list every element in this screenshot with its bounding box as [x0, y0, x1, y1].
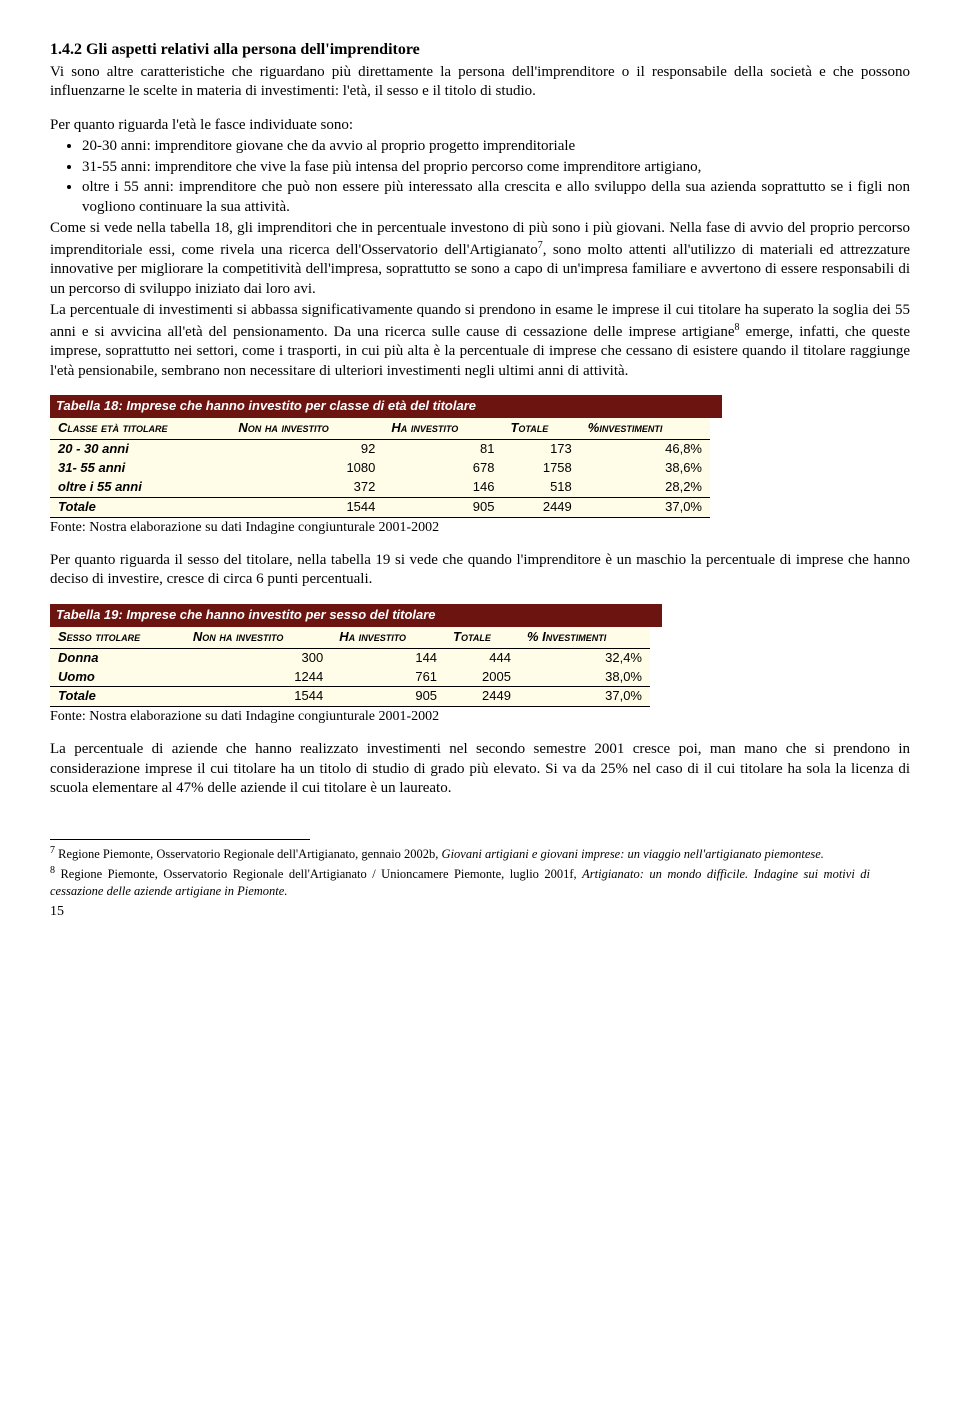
footnote-8: 8 Regione Piemonte, Osservatorio Regiona… — [50, 864, 870, 899]
list-item: 20-30 anni: imprenditore giovane che da … — [82, 137, 910, 157]
col-header: Ha investito — [331, 627, 445, 648]
footnotes: 7 Regione Piemonte, Osservatorio Regiona… — [50, 844, 870, 899]
table-row: oltre i 55 anni 372 146 518 28,2% — [50, 478, 710, 497]
table-row: 31- 55 anni 1080 678 1758 38,6% — [50, 459, 710, 478]
paragraph-age-intro: Per quanto riguarda l'età le fasce indiv… — [50, 116, 910, 136]
age-bullet-list: 20-30 anni: imprenditore giovane che da … — [50, 137, 910, 217]
paragraph-analysis-young: Come si vede nella tabella 18, gli impre… — [50, 219, 910, 299]
paragraph-analysis-old: La percentuale di investimenti si abbass… — [50, 301, 910, 381]
table-row: Donna 300 144 444 32,4% — [50, 648, 650, 667]
page-number: 15 — [50, 903, 910, 921]
col-header: % Investimenti — [519, 627, 650, 648]
col-header: Totale — [445, 627, 519, 648]
table-18: Classe età titolare Non ha investito Ha … — [50, 418, 710, 517]
table-row-total: Totale 1544 905 2449 37,0% — [50, 687, 650, 707]
table-19-title: Tabella 19: Imprese che hanno investito … — [50, 604, 662, 627]
col-header: Non ha investito — [230, 418, 383, 439]
col-header: Non ha investito — [185, 627, 331, 648]
section-number: 1.4.2 — [50, 41, 82, 58]
table-18-title: Tabella 18: Imprese che hanno investito … — [50, 395, 722, 418]
table-19: Sesso titolare Non ha investito Ha inves… — [50, 627, 650, 708]
section-title-text: Gli aspetti relativi alla persona dell'i… — [86, 41, 420, 58]
list-item: 31-55 anni: imprenditore che vive la fas… — [82, 158, 910, 178]
paragraph-sex: Per quanto riguarda il sesso del titolar… — [50, 551, 910, 590]
col-header: %investimenti — [580, 418, 710, 439]
paragraph-education: La percentuale di aziende che hanno real… — [50, 740, 910, 799]
paragraph-intro: Vi sono altre caratteristiche che riguar… — [50, 63, 910, 102]
col-header: Classe età titolare — [50, 418, 230, 439]
col-header: Ha investito — [383, 418, 502, 439]
table-row: 20 - 30 anni 92 81 173 46,8% — [50, 440, 710, 459]
footnote-7: 7 Regione Piemonte, Osservatorio Regiona… — [50, 844, 870, 862]
table-row: Uomo 1244 761 2005 38,0% — [50, 668, 650, 687]
list-item: oltre i 55 anni: imprenditore che può no… — [82, 178, 910, 217]
table-row-total: Totale 1544 905 2449 37,0% — [50, 497, 710, 517]
table-18-source: Fonte: Nostra elaborazione su dati Indag… — [50, 519, 910, 537]
section-heading: 1.4.2 Gli aspetti relativi alla persona … — [50, 40, 910, 61]
col-header: Totale — [502, 418, 579, 439]
table-19-source: Fonte: Nostra elaborazione su dati Indag… — [50, 708, 910, 726]
col-header: Sesso titolare — [50, 627, 185, 648]
